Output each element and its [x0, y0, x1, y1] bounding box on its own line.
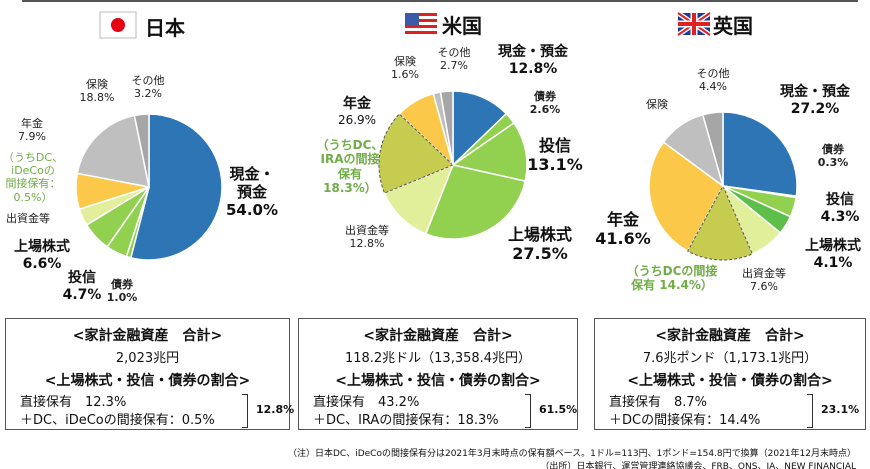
us-label-cash: 現金・預金 12.8%	[498, 44, 568, 77]
us-label-fund: 投信 13.1%	[527, 136, 583, 175]
us-summary-box: <家計金融資産 合計> 118.2兆ドル（13,358.4兆円） <上場株式・投…	[298, 318, 578, 430]
direct-holding: 直接保有 12.3%	[20, 395, 127, 410]
indirect-holding: ＋DCの間接保有：14.4%	[609, 413, 761, 428]
us-label-other: その他 2.7%	[437, 46, 471, 73]
pie-slice-出資金等	[722, 185, 782, 255]
pie-slice-保険	[76, 114, 150, 188]
japan-flag	[99, 11, 137, 39]
direct-holding: 直接保有 8.7%	[609, 395, 708, 410]
bracket	[525, 394, 531, 428]
pie-slice-現金・預金	[129, 113, 223, 261]
bracket	[807, 394, 813, 428]
pie-slice-現金・預金	[452, 90, 508, 167]
pie-slice-出資金等	[383, 163, 455, 235]
us-label-bond: 債券 2.6%	[529, 90, 561, 117]
japan-summary-box: <家計金融資産 合計> 2,023兆円 <上場株式・投信・債券の割合> 直接保有…	[5, 318, 294, 430]
ratio-heading: <上場株式・投信・債券の割合>	[335, 373, 541, 389]
jp-label-fund: 投信 4.7%	[62, 270, 102, 303]
pie-slice-その他	[701, 111, 724, 187]
indirect-holding: ＋DC、iDeCoの間接保有：0.5%	[20, 413, 215, 428]
us-label-pension: 年金 26.9%	[337, 96, 377, 127]
pie-charts	[75, 10, 798, 261]
footnote: （注）日本DC、iDeCoの間接保有分は2021年3月末時点の保有額ベース。1ド…	[288, 449, 856, 459]
uk-flag	[676, 10, 712, 38]
ratio-heading: <上場株式・投信・債券の割合>	[44, 373, 251, 389]
us-title: 米国	[442, 14, 482, 38]
bracket	[242, 394, 248, 428]
total-value: 118.2兆ドル（13,358.4兆円）	[344, 351, 532, 366]
us-label-insurance: 保険 1.6%	[391, 55, 419, 82]
uk-label-cash: 現金・預金 27.2%	[780, 84, 850, 117]
us-label-stock: 上場株式 27.5%	[507, 225, 573, 264]
direct-holding: 直接保有 43.2%	[313, 395, 420, 410]
us-label-investment: 出資金等 12.8%	[345, 224, 389, 251]
jp-label-stock: 上場株式 6.6%	[14, 239, 70, 272]
total-heading: <家計金融資産 合計>	[363, 328, 513, 344]
uk-label-dc: （うちDCの間接 保有 14.4%）	[626, 264, 718, 293]
jp-label-insurance: 保険 18.8%	[79, 78, 115, 105]
pie-1	[378, 90, 528, 240]
jp-label-investment: 出資金等	[6, 212, 50, 225]
uk-label-fund: 投信 4.3%	[820, 192, 860, 225]
uk-label-pension: 年金 41.6%	[595, 210, 651, 249]
ratio-total: 12.8%	[256, 403, 295, 416]
pie-slice-投信	[451, 121, 528, 183]
pie-slice-年金	[648, 141, 724, 253]
uk-label-other: その他 4.4%	[696, 67, 730, 94]
ratio-heading: <上場株式・投信・債券の割合>	[627, 373, 833, 389]
pie-slice-その他	[133, 113, 150, 188]
ratio-total: 61.5%	[539, 403, 578, 416]
uk-label-stock: 上場株式 4.1%	[805, 238, 861, 271]
jp-label-pension: 年金 7.9%	[18, 117, 46, 144]
japan-title: 日本	[145, 16, 185, 40]
uk-label-bond: 債券 0.3%	[817, 143, 849, 170]
us-flag	[405, 13, 437, 35]
jp-label-other: その他 3.2%	[131, 74, 165, 101]
pie-2	[648, 111, 798, 261]
indirect-holding: ＋DC、IRAの間接保有：18.3%	[313, 413, 499, 428]
total-value: 7.6兆ポンド（1,173.1兆円）	[642, 351, 818, 366]
pie-0	[75, 113, 223, 261]
total-heading: <家計金融資産 合計>	[655, 328, 805, 344]
jp-label-dc: （うちDC、 iDeCoの 間接保有： 0.5%）	[2, 151, 64, 204]
uk-label-investment: 出資金等 7.6%	[742, 267, 786, 294]
uk-label-insurance: 保険	[646, 98, 668, 111]
pie-slice-その他	[439, 90, 454, 166]
pie-slice-上場株式	[424, 164, 527, 240]
us-label-dc: （うちDC、 IRAの間接 保有 18.3%）	[316, 138, 384, 196]
ratio-total: 23.1%	[821, 403, 860, 416]
pie-slice-dc	[687, 184, 754, 261]
uk-summary-box: <家計金融資産 合計> 7.6兆ポンド（1,173.1兆円） <上場株式・投信・…	[594, 318, 866, 430]
uk-title: 英国	[713, 14, 753, 38]
pie-slice-dc	[378, 113, 454, 194]
jp-label-bond: 債券 1.0%	[106, 278, 138, 305]
pie-slice-現金・預金	[722, 111, 798, 198]
total-value: 2,023兆円	[115, 351, 180, 366]
jp-label-cash: 現金・ 預金 54.0%	[225, 165, 279, 219]
total-heading: <家計金融資産 合計>	[72, 328, 223, 344]
source-note: （出所）日本銀行、運営管理連絡協議会、FRB、ONS、IA、NEW FINANC…	[540, 462, 856, 469]
top-divider	[22, 0, 858, 2]
